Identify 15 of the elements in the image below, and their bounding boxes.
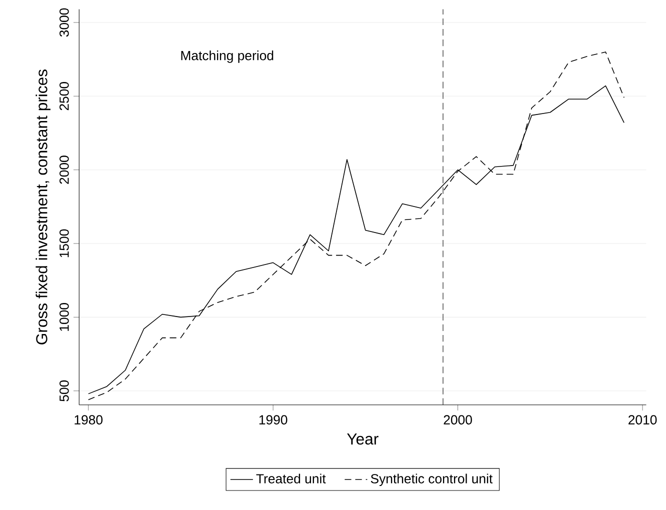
y-tick-label: 500 bbox=[60, 380, 69, 402]
y-tick-label: 3000 bbox=[60, 8, 69, 36]
y-tick-label: 2000 bbox=[60, 156, 69, 184]
legend-label: Treated unit bbox=[256, 474, 326, 484]
y-tick-label: 1000 bbox=[60, 302, 69, 331]
x-tick-label: 2010 bbox=[628, 414, 657, 424]
annotation: Matching period bbox=[181, 50, 274, 63]
y-axis-title: Gross fixed investment, constant prices bbox=[36, 69, 50, 344]
x-tick-label: 1990 bbox=[259, 414, 288, 424]
x-axis-title: Year bbox=[347, 433, 378, 444]
x-tick-label: 2000 bbox=[444, 414, 472, 424]
x-tick-label: 1980 bbox=[74, 414, 103, 424]
y-tick-label: 1500 bbox=[60, 229, 69, 257]
y-tick-label: 2500 bbox=[60, 82, 69, 110]
legend-label: Synthetic control unit bbox=[370, 474, 493, 486]
